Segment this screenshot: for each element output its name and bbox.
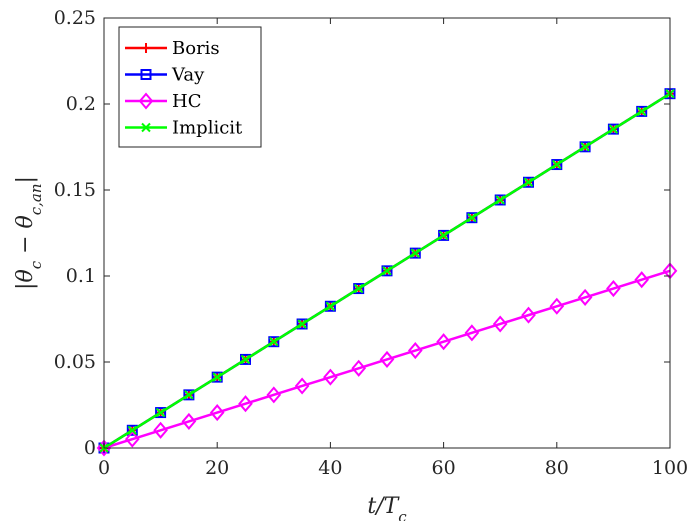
data-point-hc <box>153 421 168 439</box>
data-point-vay <box>183 389 195 401</box>
data-point-vay <box>126 424 138 436</box>
x-tick-label: 0 <box>98 457 110 479</box>
legend-item-implicit: Implicit <box>125 118 243 139</box>
data-point-implicit <box>636 106 647 117</box>
data-point-hc <box>294 377 310 395</box>
data-point-hc <box>436 333 451 351</box>
legend-marker-hc <box>138 92 154 110</box>
x-tick-label: 80 <box>545 457 569 479</box>
data-point-vay <box>268 336 280 348</box>
data-point-vay <box>211 371 223 383</box>
data-point-implicit <box>184 390 194 400</box>
data-point-implicit <box>212 372 222 382</box>
data-point-vay <box>381 265 393 277</box>
y-tick-label: 0.1 <box>66 265 96 287</box>
data-point-vay <box>324 300 336 312</box>
data-point-implicit <box>353 283 364 294</box>
data-point-hc <box>464 324 480 342</box>
x-tick-label: 20 <box>205 457 229 479</box>
legend-label-implicit: Implicit <box>172 118 243 139</box>
data-point-vay <box>636 105 648 117</box>
data-point-hc <box>549 297 565 315</box>
data-point-implicit <box>297 319 307 329</box>
legend-item-boris: Boris <box>125 38 220 59</box>
data-point-vay <box>579 141 591 153</box>
data-point-implicit <box>495 195 505 205</box>
series-implicit <box>99 88 675 453</box>
legend: Boris Vay HC Implicit <box>118 26 262 148</box>
data-point-vay <box>155 407 167 419</box>
y-tick-label: 0.15 <box>54 179 96 201</box>
data-point-vay <box>438 229 450 241</box>
data-point-hc <box>577 288 593 306</box>
data-point-vay <box>607 123 619 135</box>
x-axis-label: t/Tc <box>367 494 407 521</box>
y-axis-label: |θc − θc,an| <box>13 176 45 290</box>
legend-label-boris: Boris <box>172 38 220 59</box>
legend-item-hc: HC <box>125 91 201 112</box>
data-point-implicit <box>410 248 421 258</box>
data-point-implicit <box>325 301 336 311</box>
data-point-hc <box>351 359 367 377</box>
data-point-hc <box>266 386 282 404</box>
y-tick-label: 0.05 <box>54 351 96 373</box>
data-point-vay <box>551 159 563 171</box>
legend-label-hc: HC <box>172 91 201 112</box>
data-point-hc <box>181 412 197 430</box>
y-tick-label: 0.25 <box>54 7 96 29</box>
data-point-implicit <box>467 212 477 223</box>
data-point-hc <box>521 306 536 324</box>
x-tick-label: 60 <box>432 457 456 479</box>
data-point-vay <box>296 318 308 330</box>
data-point-implicit <box>438 230 449 241</box>
data-point-hc <box>238 395 253 413</box>
data-point-vay <box>353 283 365 295</box>
data-point-hc <box>606 280 621 298</box>
data-point-vay <box>494 194 506 206</box>
legend-marker-implicit <box>141 122 151 133</box>
data-point-implicit <box>580 142 590 152</box>
y-tick-label: 0.2 <box>66 93 96 115</box>
data-point-hc <box>323 368 338 386</box>
data-point-vay <box>409 247 421 259</box>
x-tick-label: 40 <box>318 457 342 479</box>
data-point-hc <box>407 342 423 360</box>
data-point-hc <box>124 430 140 448</box>
data-point-implicit <box>127 425 138 435</box>
data-point-vay <box>523 176 534 188</box>
data-point-vay <box>466 212 478 224</box>
series-line-hc <box>103 269 671 450</box>
legend-marker-boris <box>141 43 151 53</box>
series-layer <box>96 88 678 457</box>
data-point-implicit <box>552 159 562 170</box>
y-tick-label: 0 <box>84 437 96 459</box>
data-point-implicit <box>382 266 392 276</box>
tick-layer: 0 20 40 60 80 100 0 0.05 0.1 0.15 0.2 0.25 <box>54 7 688 479</box>
legend-label-vay: Vay <box>171 65 205 86</box>
data-point-implicit <box>240 354 251 365</box>
x-tick-label: 100 <box>652 457 688 479</box>
data-point-implicit <box>523 177 534 187</box>
data-point-hc <box>492 315 508 333</box>
data-point-implicit <box>269 336 279 347</box>
data-point-vay <box>240 353 251 365</box>
data-point-hc <box>379 350 395 368</box>
data-point-implicit <box>155 407 166 418</box>
axes-box <box>103 17 671 449</box>
data-point-hc <box>209 404 225 422</box>
series-hc <box>96 262 678 457</box>
data-point-implicit <box>608 124 619 134</box>
data-point-hc <box>634 271 650 289</box>
legend-marker-vay <box>140 69 152 80</box>
legend-item-vay: Vay <box>125 65 205 86</box>
